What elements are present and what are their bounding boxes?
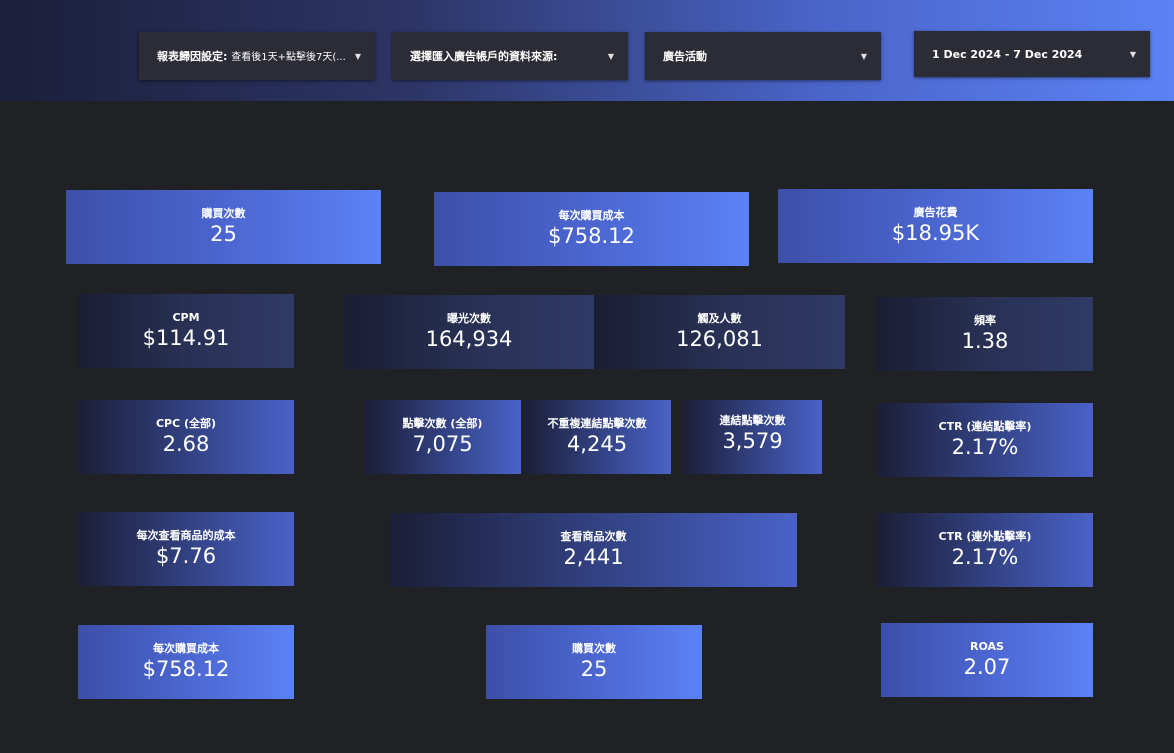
scorecard-value: 164,934 <box>425 327 513 351</box>
campaign-label: 廣告活動 <box>663 50 707 63</box>
scorecard-cost-per-view-content: 每次查看商品的成本 $7.76 <box>78 512 294 586</box>
scorecard-label: CTR (連結點擊率) <box>938 420 1032 433</box>
caret-down-icon: ▼ <box>860 51 867 61</box>
scorecard-value: 126,081 <box>676 327 763 351</box>
account-source-dropdown[interactable]: 選擇匯入廣告帳戶的資料來源: ▼ <box>392 32 628 80</box>
scorecard-unique-link-clicks: 不重複連結點擊次數 4,245 <box>523 400 671 474</box>
scorecard-clicks-all: 點擊次數 (全部) 7,075 <box>364 400 521 474</box>
scorecard-value: $114.91 <box>142 326 230 350</box>
scorecard-label: 每次購買成本 <box>153 642 219 655</box>
scorecard-value: 2.17% <box>951 435 1019 459</box>
scorecard-view-content: 查看商品次數 2,441 <box>390 513 797 587</box>
attribution-setting-text: 報表歸因設定: 查看後1天+點擊後7天(... <box>157 48 347 64</box>
scorecard-label: 不重複連結點擊次數 <box>547 417 647 430</box>
scorecard-impressions: 曝光次數 164,934 <box>344 295 594 369</box>
campaign-dropdown[interactable]: 廣告活動 ▼ <box>645 32 881 80</box>
scorecard-label: 每次查看商品的成本 <box>136 529 236 542</box>
scorecard-value: $758.12 <box>548 224 635 248</box>
scorecard-ad-spend: 廣告花費 $18.95K <box>778 189 1093 263</box>
scorecard-frequency: 頻率 1.38 <box>877 297 1093 371</box>
caret-down-icon: ▼ <box>354 51 361 61</box>
date-range-picker[interactable]: 1 Dec 2024 - 7 Dec 2024 ▼ <box>914 31 1150 77</box>
scorecard-cpc-all: CPC (全部) 2.68 <box>78 400 294 474</box>
scorecard-label: CTR (連外點擊率) <box>938 530 1032 543</box>
scorecard-purchases: 購買次數 25 <box>66 190 381 264</box>
scorecard-label: 頻率 <box>974 314 996 327</box>
scorecard-roas: ROAS 2.07 <box>881 623 1093 697</box>
scorecard-label: 連結點擊次數 <box>719 414 786 427</box>
scorecard-value: $758.12 <box>142 657 230 681</box>
scorecard-value: 2.17% <box>951 545 1019 569</box>
scorecard-value: 2.68 <box>162 432 210 456</box>
scorecard-value: 2.07 <box>963 655 1011 679</box>
scorecard-label: 查看商品次數 <box>560 530 627 543</box>
scorecard-label: 廣告花費 <box>913 206 958 219</box>
scorecard-value: 3,579 <box>722 429 783 453</box>
account-source-label: 選擇匯入廣告帳戶的資料來源: <box>410 50 558 63</box>
attribution-label: 報表歸因設定: <box>157 50 228 63</box>
scorecard-ctr-outbound: CTR (連外點擊率) 2.17% <box>877 513 1093 587</box>
caret-down-icon: ▼ <box>607 51 614 61</box>
scorecard-link-clicks: 連結點擊次數 3,579 <box>683 400 822 474</box>
scorecard-label: CPM <box>172 311 200 324</box>
scorecard-label: 曝光次數 <box>447 312 491 325</box>
scorecard-ctr-link: CTR (連結點擊率) 2.17% <box>877 403 1093 477</box>
scorecard-cost-per-purchase-bottom: 每次購買成本 $758.12 <box>78 625 294 699</box>
scorecard-label: 購買次數 <box>201 207 246 220</box>
attribution-setting-dropdown[interactable]: 報表歸因設定: 查看後1天+點擊後7天(... ▼ <box>139 32 375 80</box>
scorecard-label: 點擊次數 (全部) <box>402 417 483 430</box>
attribution-value: 查看後1天+點擊後7天(... <box>231 52 346 63</box>
scorecard-cost-per-purchase: 每次購買成本 $758.12 <box>434 192 749 266</box>
scorecard-cpm: CPM $114.91 <box>78 294 294 368</box>
caret-down-icon: ▼ <box>1129 49 1136 59</box>
date-range-value: 1 Dec 2024 - 7 Dec 2024 <box>932 47 1083 61</box>
scorecard-label: CPC (全部) <box>155 417 217 430</box>
scorecard-label: 購買次數 <box>572 642 616 655</box>
scorecard-value: $18.95K <box>891 221 980 245</box>
scorecard-label: ROAS <box>970 640 1004 653</box>
scorecard-value: 1.38 <box>961 329 1009 353</box>
scorecard-reach: 觸及人數 126,081 <box>594 295 845 369</box>
scorecard-purchases-bottom: 購買次數 25 <box>486 625 702 699</box>
scorecard-value: 25 <box>210 222 237 246</box>
scorecard-value: 2,441 <box>563 545 624 569</box>
scorecard-label: 每次購買成本 <box>558 209 625 222</box>
scorecard-value: 4,245 <box>566 432 628 456</box>
scorecard-value: 7,075 <box>412 432 473 456</box>
scorecard-value: $7.76 <box>155 544 217 568</box>
scorecard-value: 25 <box>580 657 608 681</box>
scorecard-label: 觸及人數 <box>697 312 742 325</box>
